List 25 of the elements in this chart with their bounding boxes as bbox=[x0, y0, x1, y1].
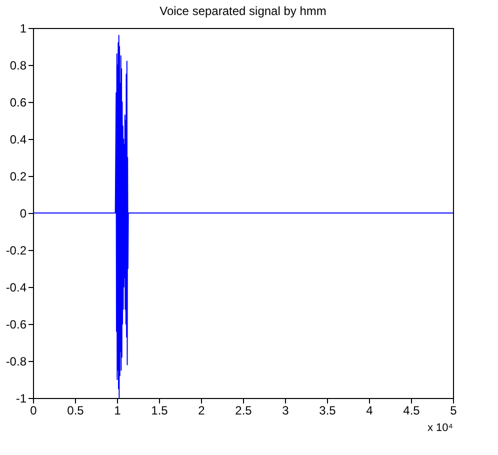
x-tick-label: 4 bbox=[366, 404, 374, 418]
x-tick-label: 2.5 bbox=[235, 404, 252, 418]
x-tick-label: 1 bbox=[114, 404, 122, 418]
y-tick-label: -0.2 bbox=[6, 244, 27, 258]
y-tick-label: -0.8 bbox=[6, 354, 27, 368]
y-tick-label: -1 bbox=[16, 392, 27, 406]
y-tick-label: 0.6 bbox=[10, 96, 27, 110]
x-tick-label: 1.5 bbox=[151, 404, 168, 418]
chart-title: Voice separated signal by hmm bbox=[160, 4, 326, 18]
y-tick-label: 1 bbox=[20, 22, 27, 36]
y-tick-label: -0.4 bbox=[6, 280, 27, 294]
y-tick-label: 0.2 bbox=[10, 170, 27, 184]
x-tick-label: 2 bbox=[198, 404, 206, 418]
y-tick-label: 0 bbox=[20, 206, 27, 220]
x-tick-label: 0 bbox=[30, 404, 38, 418]
y-tick-label: -0.6 bbox=[6, 318, 27, 332]
x-tick-label: 4.5 bbox=[403, 404, 420, 418]
text: x 10⁴ bbox=[427, 422, 454, 434]
line-series bbox=[32, 34, 454, 398]
y-tick-label: 0.8 bbox=[10, 58, 27, 72]
y-tick-label: 0.4 bbox=[10, 132, 27, 146]
x-tick-label: 3 bbox=[282, 404, 290, 418]
x-tick-label: 3.5 bbox=[319, 404, 336, 418]
x-tick-label: 5 bbox=[450, 404, 458, 418]
x-tick-label: 0.5 bbox=[67, 404, 84, 418]
